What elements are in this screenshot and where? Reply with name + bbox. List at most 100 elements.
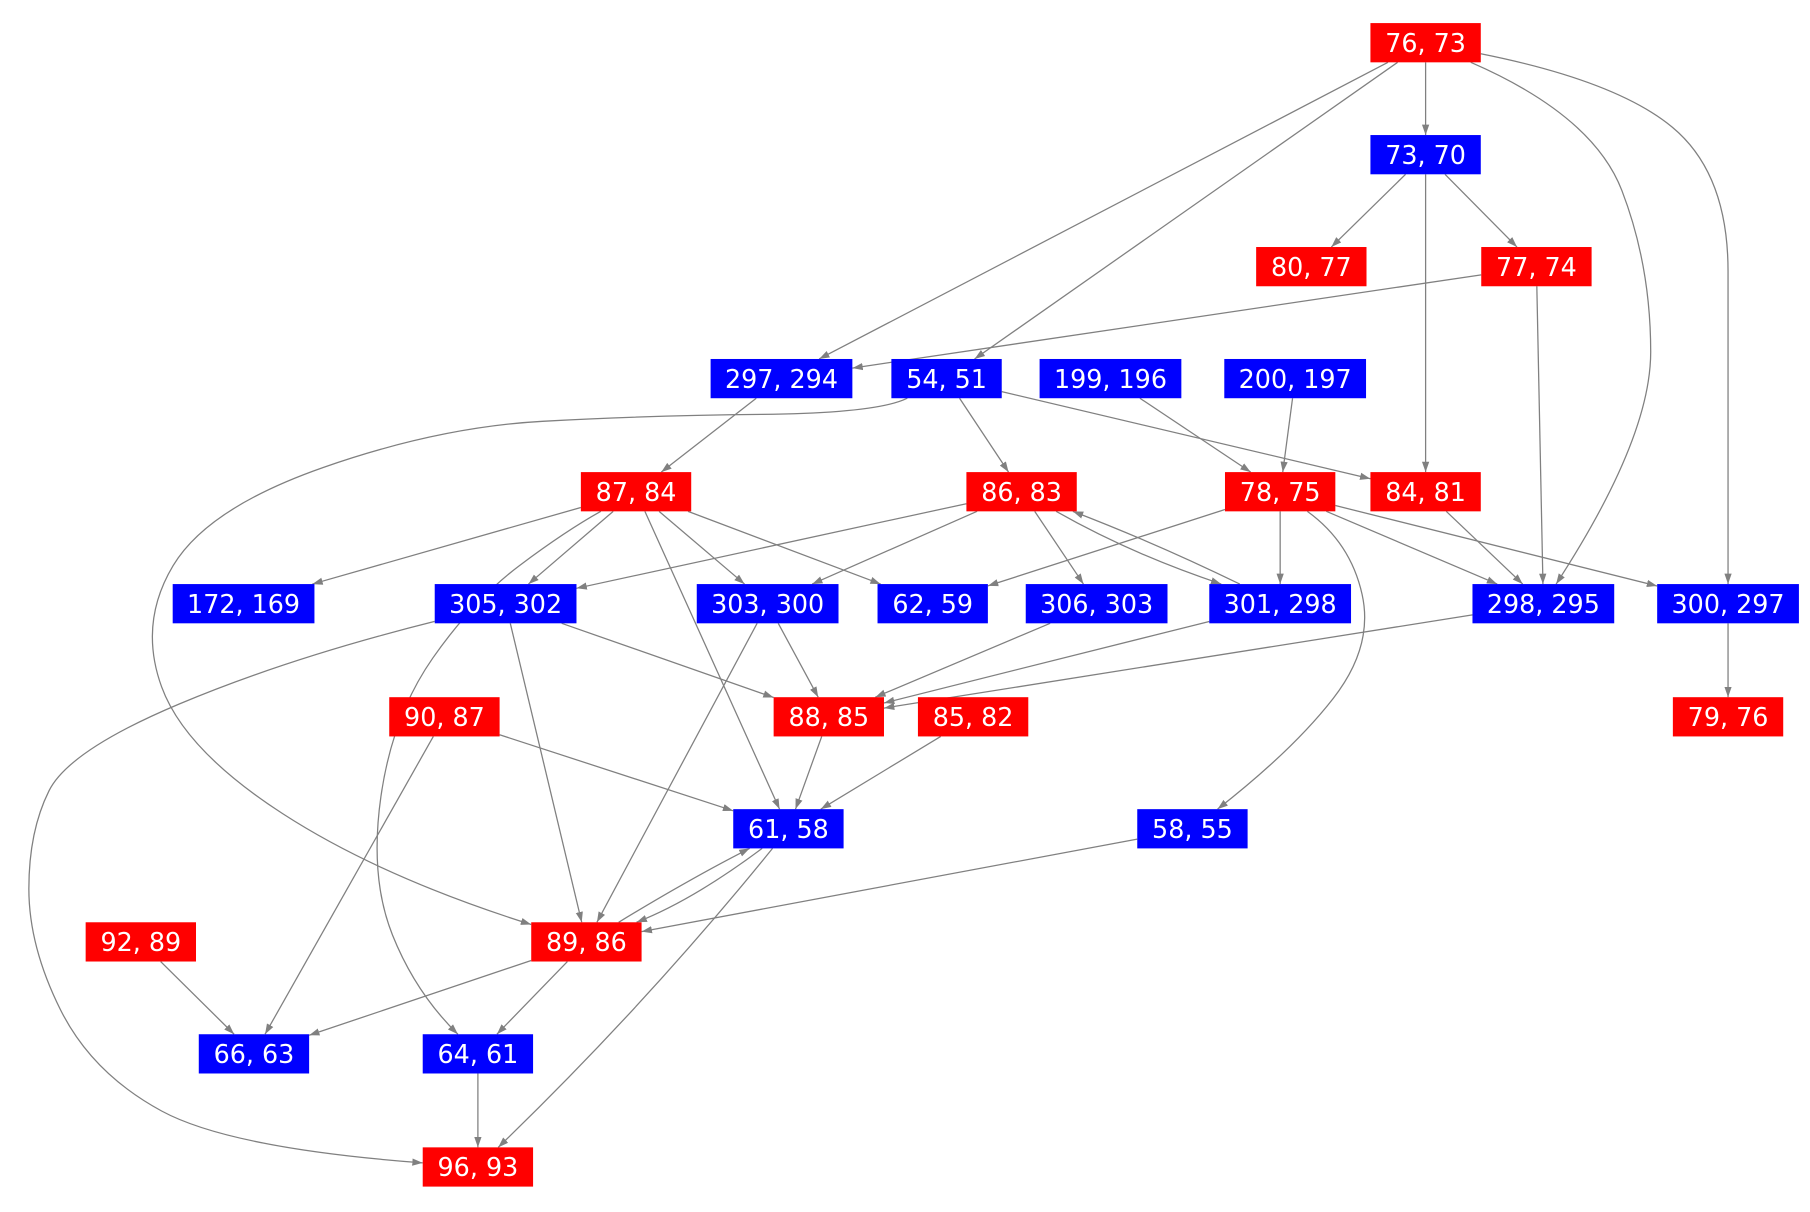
node-box [85,922,197,962]
node-box [1224,358,1367,399]
node-label: 79, 76 [1688,702,1769,732]
graph-node: 92, 89 [85,922,197,962]
node-label: 58, 55 [1152,814,1233,844]
edge-arrow [308,959,532,1036]
node-box [917,697,1029,737]
node-label: 300, 297 [1672,589,1785,619]
graph-node: 84, 81 [1370,472,1481,512]
node-box [710,358,853,399]
node-box [1209,584,1352,624]
node-box [580,472,692,512]
graph-node: 303, 300 [696,584,839,624]
node-box [1025,584,1168,624]
edge-arrow [28,620,435,1166]
graph-node: 305, 302 [434,584,577,624]
edge-arrow [509,623,583,923]
graph-node: 301, 298 [1209,584,1352,624]
node-label: 89, 86 [546,927,627,957]
graph-node: 200, 197 [1224,358,1367,399]
graph-node: 79, 76 [1672,697,1784,737]
node-box [877,584,988,624]
graph-node: 73, 70 [1370,135,1481,175]
edge-arrow [1335,504,1658,587]
node-box [1224,472,1336,512]
node-label: 78, 75 [1240,477,1321,507]
edge-arrow [644,511,781,810]
edge-arrow [852,274,1482,371]
graph-node: 77, 74 [1481,247,1592,287]
edge-arrow [1001,391,1371,480]
nodes-layer: 76, 73 73, 70 80, 77 77, 74 297, 294 54, 51 19… [85,23,1799,1187]
graph-node: 172, 169 [172,584,315,624]
node-box [531,922,642,962]
node-box [891,358,1002,399]
edge-arrow [1326,510,1498,585]
node-box [1256,247,1367,287]
graph-node: 90, 87 [389,697,500,737]
graph-node: 199, 196 [1039,358,1182,399]
node-label: 200, 197 [1239,364,1352,394]
node-box [422,1034,534,1074]
node-label: 172, 169 [187,589,300,619]
edge-arrow [883,614,1473,711]
node-label: 306, 303 [1040,589,1153,619]
node-label: 298, 295 [1487,589,1600,619]
node-label: 62, 59 [892,589,973,619]
node-label: 76, 73 [1385,28,1466,58]
edge-arrow [811,510,978,585]
edge-arrow [660,397,757,473]
edge-arrow [1445,510,1524,585]
node-label: 64, 61 [438,1039,519,1069]
node-box [696,584,839,624]
graph-node: 85, 82 [917,697,1029,737]
node-label: 301, 298 [1224,589,1337,619]
node-label: 85, 82 [933,702,1014,732]
edge-arrow [496,961,568,1035]
graph-node: 86, 83 [966,472,1077,512]
edge-arrow [576,503,967,590]
edge-arrow [875,622,1051,698]
node-label: 297, 294 [725,364,838,394]
graph-node: 78, 75 [1224,472,1336,512]
edge-arrow [687,510,881,585]
edges-layer [28,53,1732,1166]
node-label: 199, 196 [1054,364,1167,394]
edge-arrow [264,736,434,1035]
node-box [1472,584,1615,624]
node-box [1370,135,1481,175]
edge-arrow [1217,510,1366,810]
node-label: 88, 85 [788,702,869,732]
edge-arrow [1536,286,1547,585]
edge-arrow [499,734,734,812]
node-label: 66, 63 [214,1039,295,1069]
node-label: 54, 51 [906,364,987,394]
edge-arrow [528,510,614,585]
edge-arrow [820,735,942,810]
edge-arrow [497,848,774,1148]
edge-arrow [658,510,745,585]
node-label: 87, 84 [596,477,677,507]
node-label: 96, 93 [438,1152,519,1182]
edge-arrow [636,847,763,923]
graph-node: 64, 61 [422,1034,534,1074]
node-label: 305, 302 [449,589,562,619]
graph-node: 80, 77 [1256,247,1367,287]
node-label: 90, 87 [404,702,485,732]
edge-arrow [312,506,582,585]
node-box [733,809,844,849]
edge-arrow [777,623,819,698]
graph-node: 61, 58 [733,809,844,849]
graph-node: 87, 84 [580,472,692,512]
edge-arrow [1072,510,1241,585]
node-box [1039,358,1182,399]
node-box [1672,697,1784,737]
node-box [1370,472,1481,512]
edge-arrow [1139,397,1252,473]
edge-arrow [1480,53,1732,585]
node-label: 80, 77 [1271,252,1352,282]
graph-node: 89, 86 [531,922,642,962]
node-box [172,584,315,624]
graph-node: 58, 55 [1137,809,1248,849]
graph-node: 54, 51 [891,358,1002,399]
